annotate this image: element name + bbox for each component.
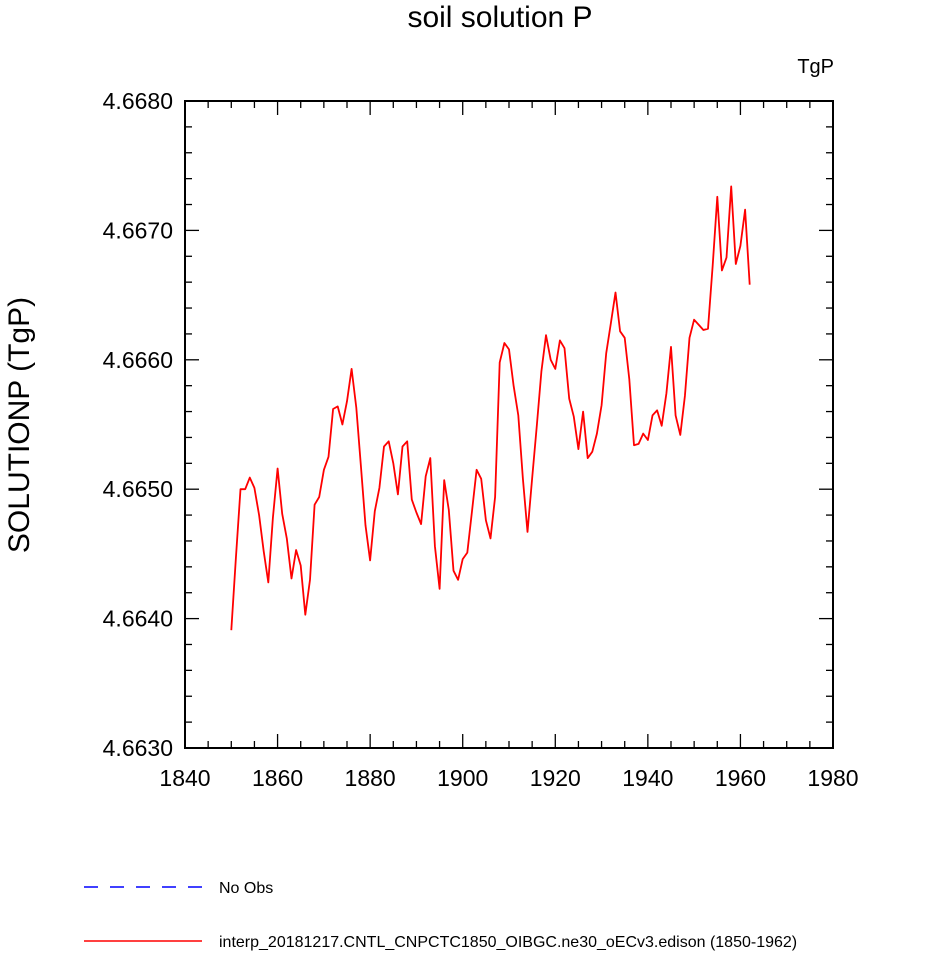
chart-title: soil solution P <box>407 1 592 34</box>
plot-frame <box>184 100 834 749</box>
y-tick-label: 4.6660 <box>103 347 173 373</box>
x-tick-label: 1840 <box>159 765 210 791</box>
y-tick-label: 4.6630 <box>103 735 173 761</box>
x-tick-label: 1980 <box>807 765 858 791</box>
legend: No Obs interp_20181217.CNTL_CNPCTC1850_O… <box>84 880 797 951</box>
series-line <box>230 185 751 631</box>
legend-run-label: interp_20181217.CNTL_CNPCTC1850_OIBGC.ne… <box>219 934 797 951</box>
x-tick-label: 1940 <box>622 765 673 791</box>
y-tick-label: 4.6670 <box>103 217 173 243</box>
legend-no-obs-label: No Obs <box>219 880 273 897</box>
unit-label: TgP <box>797 56 834 78</box>
y-tick-label: 4.6640 <box>103 606 173 632</box>
x-tick-label: 1880 <box>345 765 396 791</box>
y-tick-label: 4.6650 <box>103 476 173 502</box>
series-group <box>230 185 751 631</box>
x-tick-label: 1920 <box>530 765 581 791</box>
x-tick-label: 1860 <box>252 765 303 791</box>
y-axis-label: SOLUTIONP (TgP) <box>3 297 36 553</box>
axis-ticks: 1840 1860 1880 1900 1920 1940 1960 1980 4.6630 4.… <box>103 88 859 791</box>
x-tick-label: 1900 <box>437 765 488 791</box>
x-tick-label: 1960 <box>715 765 766 791</box>
y-tick-label: 4.6680 <box>103 88 173 114</box>
